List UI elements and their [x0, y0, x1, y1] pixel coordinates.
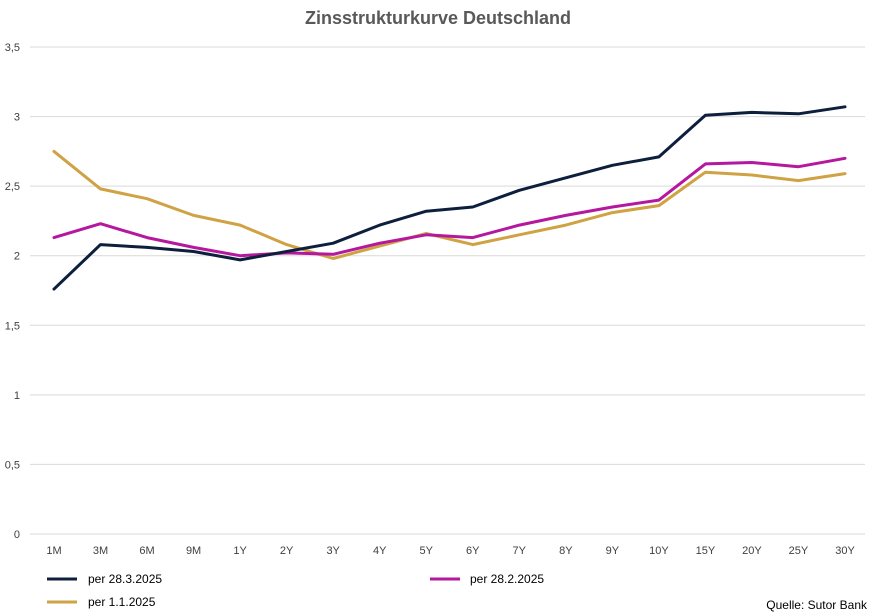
legend-item-series-3: per 1.1.2025 — [47, 595, 156, 609]
x-tick-label: 3Y — [326, 545, 340, 557]
gridlines — [30, 46, 865, 535]
x-tick-label: 3M — [93, 545, 108, 557]
chart-title: Zinsstrukturkurve Deutschland — [305, 8, 571, 28]
y-axis-ticks: 0 0,5 1 1,5 2 2,5 3 3,5 — [5, 42, 20, 541]
y-tick-label: 3 — [14, 112, 20, 124]
series-line-3 — [52, 149, 847, 260]
legend-label-series-1: per 28.3.2025 — [88, 572, 162, 586]
source-note: Quelle: Sutor Bank — [766, 598, 868, 612]
x-tick-label: 30Y — [835, 545, 855, 557]
y-tick-label: 2 — [14, 251, 20, 263]
x-tick-label: 8Y — [559, 545, 573, 557]
x-tick-label: 9Y — [606, 545, 620, 557]
y-tick-label: 1,5 — [5, 320, 20, 332]
x-tick-label: 9M — [186, 545, 201, 557]
y-tick-label: 3,5 — [5, 42, 20, 54]
x-tick-label: 25Y — [789, 545, 809, 557]
y-tick-label: 0,5 — [5, 459, 20, 471]
x-axis-ticks: 1M 3M 6M 9M 1Y 2Y 3Y 4Y 5Y 6Y 7Y 8Y 9Y 10Y 15Y 20Y 25Y 30… — [46, 545, 855, 557]
legend-item-series-2: per 28.2.2025 — [430, 572, 544, 586]
x-tick-label: 20Y — [742, 545, 762, 557]
x-tick-label: 10Y — [649, 545, 669, 557]
series-line-2 — [52, 156, 847, 258]
series-lines — [52, 105, 847, 291]
series-line-1 — [52, 105, 847, 291]
legend-label-series-3: per 1.1.2025 — [88, 595, 156, 609]
x-tick-label: 15Y — [696, 545, 716, 557]
x-tick-label: 7Y — [513, 545, 527, 557]
y-tick-label: 0 — [14, 529, 20, 541]
x-tick-label: 2Y — [280, 545, 294, 557]
legend-label-series-2: per 28.2.2025 — [470, 572, 544, 586]
x-tick-label: 1M — [46, 545, 61, 557]
x-tick-label: 5Y — [420, 545, 434, 557]
y-tick-label: 1 — [14, 390, 20, 402]
x-tick-label: 4Y — [373, 545, 387, 557]
x-tick-label: 6Y — [466, 545, 480, 557]
x-tick-label: 1Y — [233, 545, 247, 557]
x-tick-label: 6M — [139, 545, 154, 557]
y-tick-label: 2,5 — [5, 181, 20, 193]
legend-item-series-1: per 28.3.2025 — [47, 572, 162, 586]
legend: per 28.3.2025 per 28.2.2025 per 1.1.2025 — [47, 572, 544, 609]
